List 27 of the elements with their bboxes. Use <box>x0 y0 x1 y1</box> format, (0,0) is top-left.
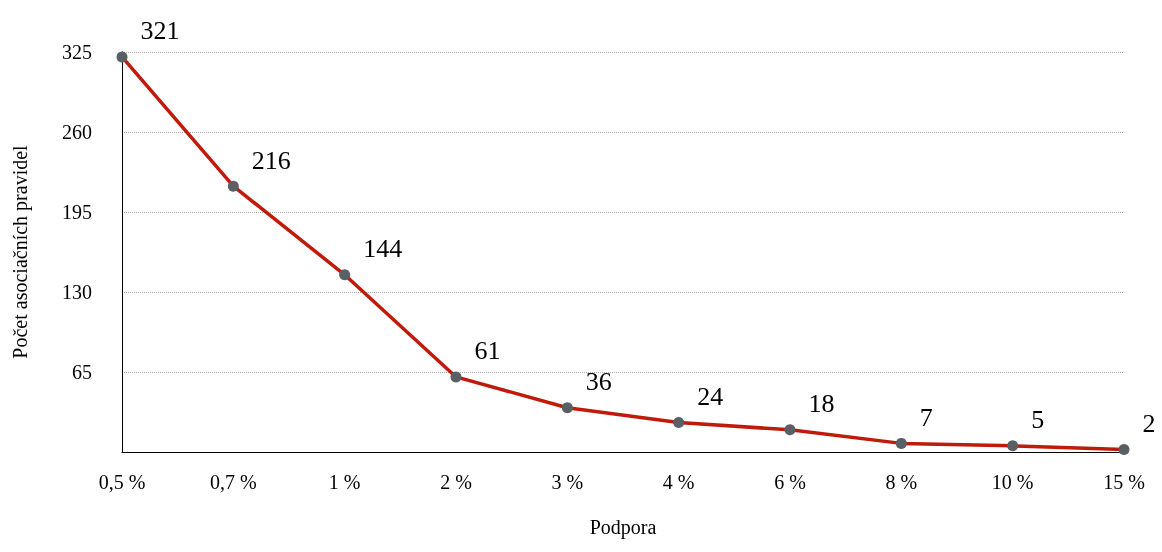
x-tick-label: 15 % <box>1103 471 1145 493</box>
x-tick-label: 4 % <box>662 471 695 493</box>
data-label: 216 <box>251 145 291 175</box>
data-label: 18 <box>808 389 835 419</box>
y-axis-title: Počet asociačních pravidel <box>9 144 32 359</box>
x-axis-title: Podpora <box>589 516 657 539</box>
x-tick-label: 8 % <box>885 471 918 493</box>
y-tick-label: 65 <box>72 361 92 383</box>
x-tick-label: 1 % <box>328 471 361 493</box>
data-label: 144 <box>363 234 403 264</box>
y-tick-label: 260 <box>62 121 92 143</box>
data-label: 321 <box>140 16 180 46</box>
y-tick-label: 195 <box>62 201 92 223</box>
data-label: 24 <box>697 381 724 411</box>
data-label: 7 <box>919 402 933 432</box>
x-tick-label: 0,5 % <box>98 471 146 493</box>
data-label: 5 <box>1031 405 1045 435</box>
data-label: 36 <box>585 367 612 397</box>
y-tick-label: 130 <box>62 281 92 303</box>
x-tick-label: 2 % <box>440 471 472 493</box>
x-tick-label: 0,7 % <box>210 471 257 493</box>
x-tick-label: 6 % <box>774 471 806 493</box>
data-label: 2 <box>1142 409 1156 439</box>
y-tick-label: 325 <box>62 41 92 63</box>
data-label: 61 <box>474 336 501 366</box>
x-tick-label: 3 % <box>551 471 584 493</box>
x-tick-label: 10 % <box>991 471 1034 493</box>
